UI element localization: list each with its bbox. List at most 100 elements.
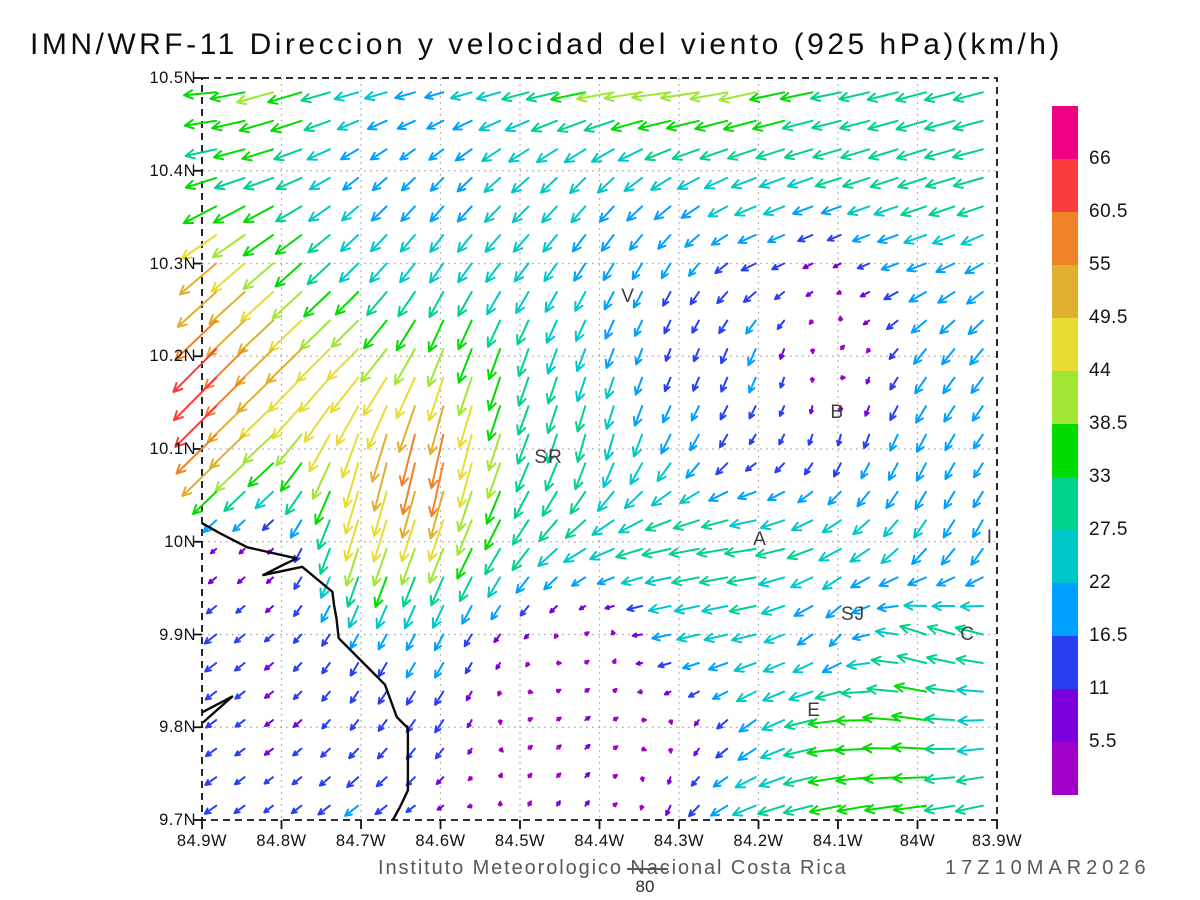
x-axis-label: 84.3W [653,832,705,850]
wind-arrow [885,490,899,510]
wind-arrow [405,804,416,813]
wind-arrow [620,576,644,586]
colorbar-label: 5.5 [1089,731,1117,752]
wind-arrow [740,262,757,272]
wind-arrow [679,490,700,504]
wind-arrow [300,91,331,104]
wind-arrow [275,205,303,223]
y-axis-label: 10N [164,532,196,551]
wind-arrow [486,376,502,411]
wind-arrow [851,605,871,615]
wind-arrow [373,576,388,608]
wind-arrow [923,804,956,815]
wind-arrow [690,776,700,787]
wind-arrow [178,262,218,296]
wind-arrow [544,462,558,492]
wind-arrow [366,291,388,317]
wind-arrow [395,319,416,352]
wind-arrow [209,91,246,103]
wind-arrow [242,433,274,464]
wind-arrow [826,234,842,242]
wind-arrow [569,176,587,195]
wind-arrow [540,176,558,194]
wind-arrow [466,719,473,729]
wind-arrow [575,376,587,403]
wind-arrow [241,148,274,162]
wind-arrow [429,205,445,223]
wind-arrow [527,772,533,779]
wind-arrow [941,348,956,366]
wind-arrow [758,776,786,788]
wind-arrow [464,662,473,675]
wind-arrow [399,547,416,586]
wind-arrow [363,319,388,350]
wind-arrow [779,348,786,360]
wind-arrow [797,234,814,243]
wind-arrow [508,148,530,163]
x-axis-label: 84W [899,832,936,850]
wind-arrow [545,433,558,464]
wind-arrow [344,804,360,817]
wind-arrow [181,462,218,497]
wind-arrow [542,234,558,253]
wind-arrow [377,633,388,651]
colorbar-label: 55 [1089,254,1112,275]
wind-arrow [239,405,274,439]
wind-arrow [457,319,473,351]
wind-arrow [896,148,927,161]
wind-arrow [511,205,530,224]
wind-arrow [744,462,757,472]
wind-arrow [320,747,331,758]
wind-arrow [263,747,274,756]
wind-arrow [940,547,956,566]
wind-arrow [862,319,871,326]
wind-arrow [204,690,218,701]
wind-arrow [349,690,360,704]
wind-arrow [767,234,786,244]
wind-arrow [676,176,700,190]
wind-arrow [205,605,218,615]
wind-arrow [546,348,558,375]
wind-arrow [665,804,672,816]
wind-arrow [343,490,360,535]
wind-arrow [346,776,360,789]
wind-arrow [877,234,899,244]
wind-arrow [719,348,729,365]
wind-arrow [653,205,672,221]
wind-arrow [776,319,786,330]
y-axis-label: 9.9N [159,625,196,644]
wind-arrow [484,519,502,551]
wind-arrow [429,176,445,192]
city-label: V [621,285,635,307]
wind-arrow [703,632,729,643]
wind-arrow [497,800,503,807]
wind-arrow [395,376,416,419]
wind-arrow [306,148,331,161]
wind-arrow [405,662,416,679]
wind-arrow [535,148,558,163]
wind-arrow [883,291,899,301]
wind-arrow [525,661,531,668]
wind-arrow [888,348,899,360]
wind-arrow [635,660,644,666]
wind-arrow [234,690,246,700]
wind-arrow [345,576,360,608]
colorbar-swatch [1052,106,1078,159]
wind-arrow [672,519,700,531]
wind-arrow [400,176,416,192]
wind-arrow [369,148,388,161]
city-label: A [753,528,767,550]
colorbar-label: 38.5 [1089,413,1128,434]
wind-arrow [371,547,388,587]
wind-arrow [612,716,619,722]
wind-arrow [632,405,644,427]
y-axis-label: 10.3N [149,254,196,273]
wind-arrow [206,319,246,358]
wind-arrow [752,119,786,132]
wind-arrow [598,205,615,223]
wind-arrow [348,747,360,760]
wind-arrow [360,348,388,383]
wind-arrow [303,405,331,443]
wind-arrow [223,490,246,513]
wind-arrow [737,234,757,244]
